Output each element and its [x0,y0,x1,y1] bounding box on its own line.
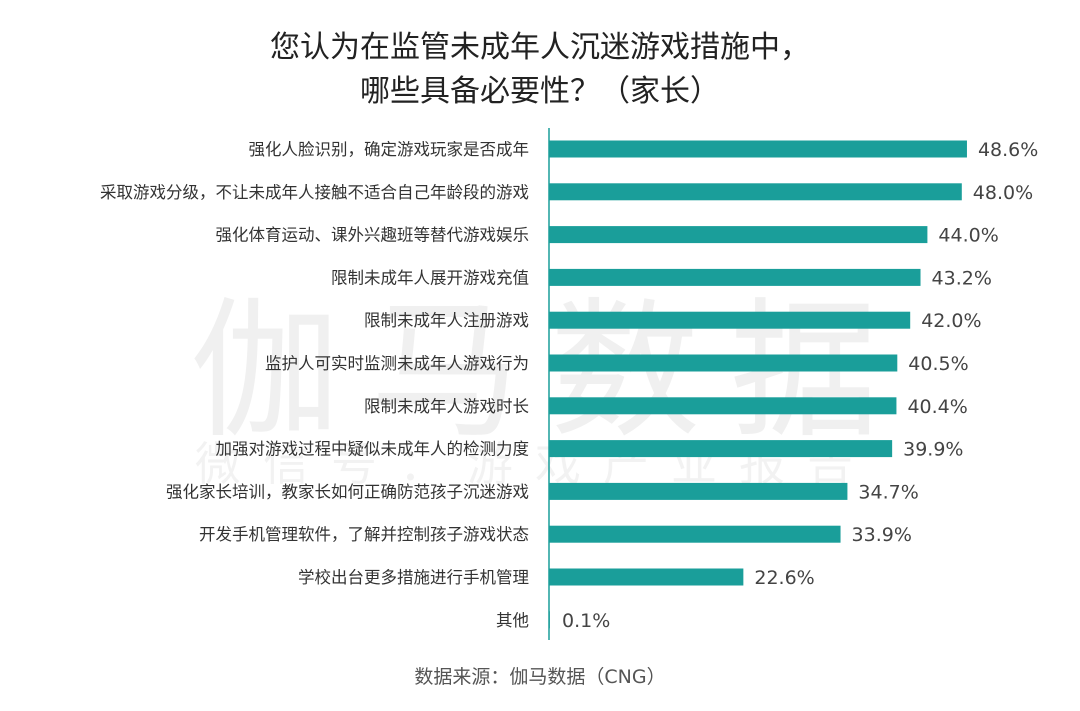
category-label: 监护人可实时监测未成年人游戏行为 [265,354,529,373]
category-label: 强化体育运动、课外兴趣班等替代游戏娱乐 [216,226,530,245]
category-label: 强化家长培训，教家长如何正确防范孩子沉迷游戏 [166,482,529,501]
bar [549,440,893,458]
category-label: 限制未成年人展开游戏充值 [331,268,529,287]
bar [549,482,848,500]
category-label: 开发手机管理软件，了解并控制孩子游戏状态 [199,525,529,544]
category-label: 采取游戏分级，不让未成年人接触不适合自己年龄段的游戏 [100,183,529,202]
data-label: 42.0% [921,310,981,332]
data-label: 33.9% [852,524,912,546]
data-label: 44.0% [938,225,998,247]
data-label: 40.5% [908,353,968,375]
bar [549,397,897,415]
data-label: 22.6% [754,567,814,589]
chart-title-line2: 哪些具备必要性？（家长） [360,74,720,109]
category-label: 加强对游戏过程中疑似未成年人的检测力度 [216,440,530,459]
category-label: 限制未成年人注册游戏 [364,311,529,330]
bar [549,568,744,586]
bar [549,311,911,329]
chart-title-line1: 您认为在监管未成年人沉迷游戏措施中， [270,30,810,65]
bar [549,354,898,372]
data-label: 0.1% [562,610,610,632]
bar [549,183,962,201]
data-label: 48.6% [978,139,1038,161]
bar [549,268,921,286]
category-label: 强化人脸识别，确定游戏玩家是否成年 [249,140,530,159]
category-label: 限制未成年人游戏时长 [364,397,529,416]
data-label: 34.7% [858,481,918,503]
data-label: 40.4% [907,396,967,418]
category-label: 学校出台更多措施进行手机管理 [298,568,529,587]
bar [549,140,967,158]
bar [549,525,841,543]
bar [549,611,550,629]
bar [549,226,928,244]
category-label: 其他 [496,611,529,630]
data-label: 43.2% [932,267,992,289]
data-label: 48.0% [973,182,1033,204]
data-source: 数据来源：伽马数据（CNG） [414,666,666,688]
data-label: 39.9% [903,439,963,461]
